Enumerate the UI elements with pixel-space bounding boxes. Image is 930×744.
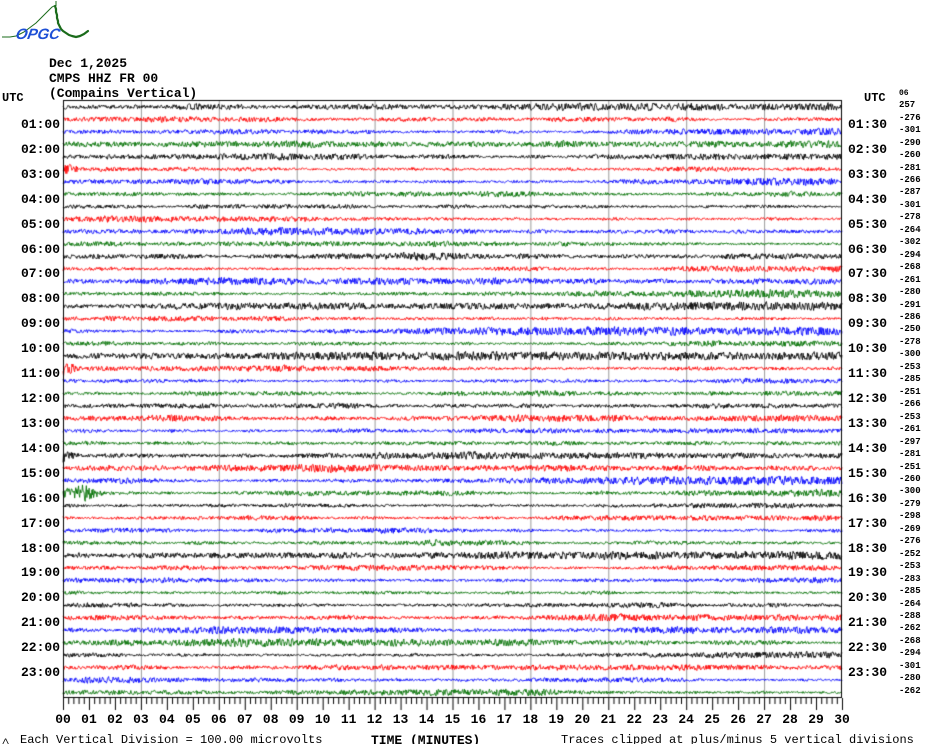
svg-text:OPGC: OPGC	[14, 26, 62, 42]
